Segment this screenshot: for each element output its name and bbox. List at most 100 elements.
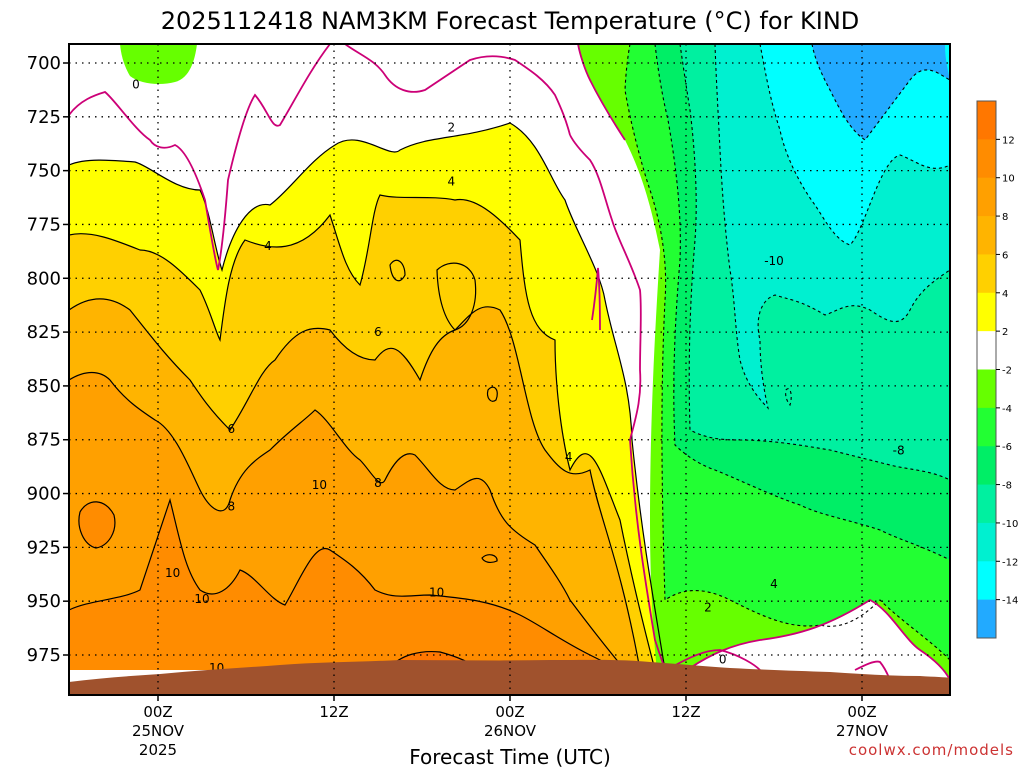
- colorbar-tick-label: -10: [1002, 519, 1018, 530]
- contour-label: 4: [770, 577, 778, 591]
- colorbar-bin: [977, 599, 996, 639]
- x-tick-label3: 2025: [139, 741, 177, 759]
- band-neg14-neg16: [812, 44, 950, 140]
- colorbar-bin: [977, 369, 996, 409]
- colorbar-bin: [977, 446, 996, 486]
- dashed-contour-lines: [624, 44, 950, 661]
- contour-label: 10: [312, 478, 327, 492]
- ground-terrain: [69, 659, 950, 695]
- y-tick-label: 925: [27, 537, 61, 558]
- y-tick-label: 850: [27, 376, 61, 397]
- colorbar-tick-label: 4: [1002, 289, 1008, 300]
- contour-lines: [69, 122, 666, 671]
- x-tick-label1: 00Z: [143, 703, 172, 721]
- contour-0-upper-right: [577, 44, 626, 141]
- contour-label: 6: [228, 422, 236, 436]
- contour-4: [69, 194, 656, 671]
- contour-8-blob: [486, 386, 498, 402]
- colorbar-tick-label: 2: [1002, 327, 1008, 338]
- colorbar-bin: [977, 484, 996, 524]
- colorbar-bin: [977, 254, 996, 294]
- contour-0-spike: [591, 267, 601, 331]
- x-tick-label2: 27NOV: [836, 722, 889, 740]
- contour-label: 0: [719, 652, 727, 666]
- contour-0-top: [344, 44, 571, 136]
- chart-title: 2025112418 NAM3KM Forecast Temperature (…: [161, 7, 860, 35]
- contour-0-surface: [854, 660, 891, 681]
- contour-label: 8: [374, 476, 382, 490]
- colorbar-bin: [977, 561, 996, 601]
- colorbar-tick-label: 12: [1002, 135, 1015, 146]
- y-tick-label: 775: [27, 214, 61, 235]
- contour-label: -8: [893, 443, 905, 457]
- colorbar-bin: [977, 101, 996, 140]
- colorbar-tick-label: -12: [1002, 557, 1018, 568]
- contour-neg6: [654, 44, 950, 561]
- colorbar-tick-label: -2: [1002, 366, 1012, 377]
- y-tick-label: 750: [27, 161, 61, 182]
- contour-label: 2: [704, 601, 712, 615]
- contour-label: 10: [194, 592, 209, 606]
- band-10-12: [69, 500, 620, 670]
- colorbar-tick-label: -14: [1002, 596, 1018, 607]
- colorbar-bin: [977, 407, 996, 447]
- contour-label: 6: [374, 325, 382, 339]
- colorbar-bin: [977, 139, 996, 179]
- y-tick-label: 700: [27, 53, 61, 74]
- contour-neg10-small: [785, 388, 792, 407]
- blob-10-12-a: [78, 501, 115, 548]
- contour-neg4: [624, 44, 950, 661]
- x-tick-label2: 26NOV: [484, 722, 537, 740]
- y-tick-label: 950: [27, 591, 61, 612]
- contour-label: 4: [565, 450, 573, 464]
- contour-6-blob-b: [436, 262, 477, 331]
- contour-6: [69, 298, 641, 671]
- x-tick-label1: 12Z: [671, 703, 700, 721]
- colorbar-tick-label: -6: [1002, 442, 1012, 453]
- colorbar-bin: [977, 177, 996, 217]
- y-tick-label: 800: [27, 268, 61, 289]
- band-neg12-neg14: [760, 44, 950, 245]
- contour-10: [69, 497, 621, 671]
- y-tick-label: 825: [27, 322, 61, 343]
- contour-neg10: [714, 44, 950, 410]
- contour-10-small: [481, 554, 498, 564]
- y-tick-label: 900: [27, 484, 61, 505]
- colorbar-tick-label: -8: [1002, 481, 1012, 492]
- contour-6-blob: [389, 259, 406, 282]
- y-tick-label: 875: [27, 430, 61, 451]
- contour-8: [69, 371, 626, 671]
- contour-label: 0: [132, 78, 140, 92]
- colorbar-bin: [977, 331, 996, 370]
- x-tick-label1: 00Z: [495, 703, 524, 721]
- contour-10-blob: [78, 501, 116, 549]
- x-tick-label1: 00Z: [847, 703, 876, 721]
- x-axis-label: Forecast Time (UTC): [409, 745, 611, 768]
- contour-neg12: [759, 44, 950, 246]
- x-tick-label2: 25NOV: [132, 722, 185, 740]
- colorbar-tick-label: 10: [1002, 174, 1015, 185]
- contour-0-mid: [569, 134, 642, 441]
- colorbar-bin: [977, 216, 996, 255]
- x-tick-label1: 12Z: [319, 703, 348, 721]
- colorbar-bin: [977, 292, 996, 332]
- grid-layer: [69, 44, 950, 695]
- contour-label: -10: [764, 254, 784, 268]
- contour-label: 4: [448, 174, 456, 188]
- y-tick-label: 725: [27, 107, 61, 128]
- colorbar-tick-label: 6: [1002, 250, 1008, 261]
- contour-neg8: [679, 44, 950, 481]
- colorbar-bin: [977, 522, 996, 562]
- contour-label: 4: [264, 239, 272, 253]
- contour-2: [69, 122, 666, 671]
- colorbar-tick-label: 8: [1002, 212, 1008, 223]
- contour-0-left: [69, 44, 331, 271]
- y-tick-label: 975: [27, 645, 61, 666]
- colorbar-tick-label: -4: [1002, 404, 1012, 415]
- credit-text: coolwx.com/models: [849, 741, 1014, 759]
- colorbar: 12 10 8 6 4 2 -2 -4 -6 -8 -10 -12 -14: [976, 100, 1018, 639]
